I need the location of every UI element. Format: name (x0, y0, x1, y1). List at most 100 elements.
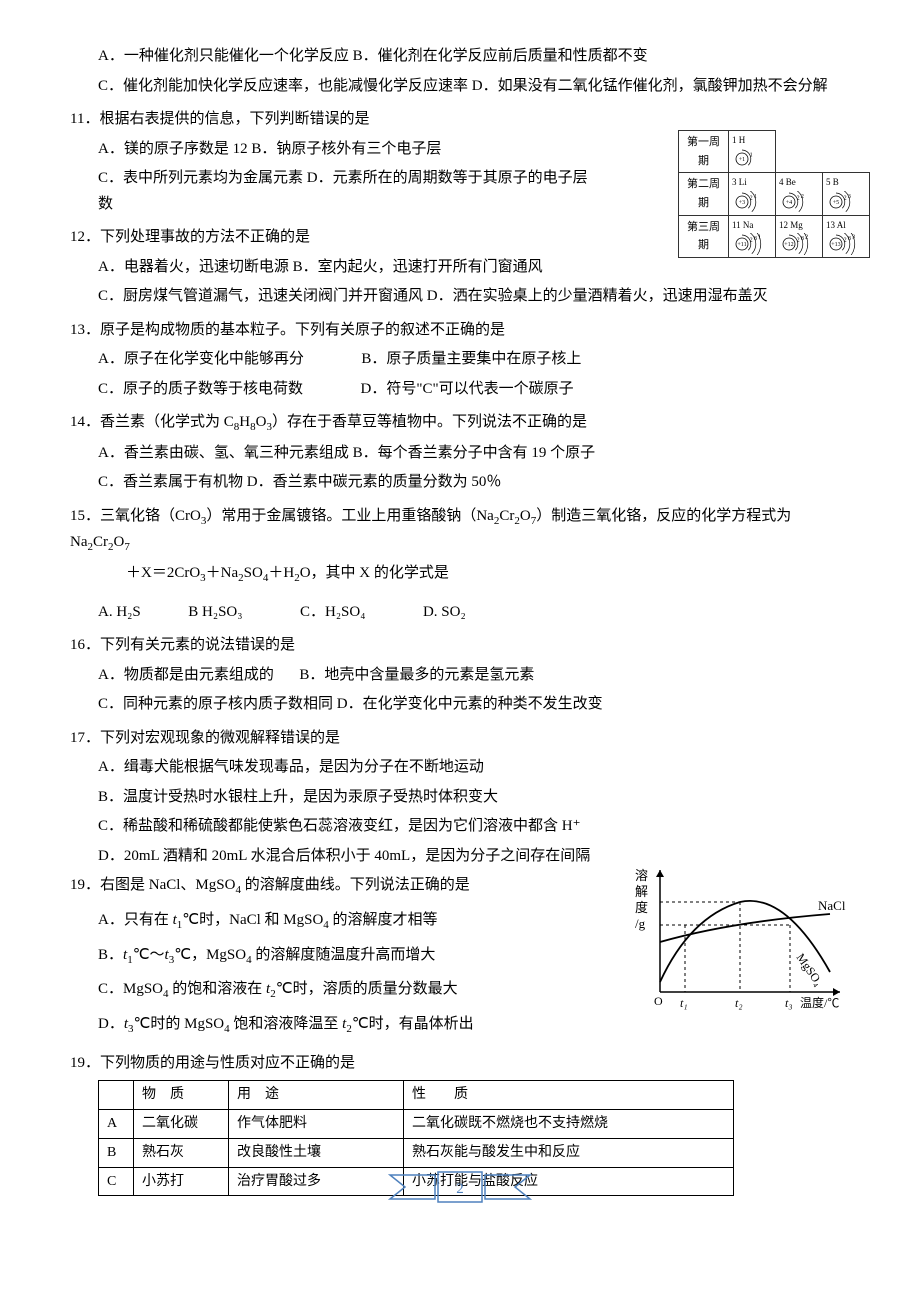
origin-label: O (654, 994, 663, 1008)
t: ＋X＝2CrO (126, 565, 200, 581)
svg-text:+11: +11 (737, 242, 746, 248)
nacl-label: NaCl (818, 898, 846, 913)
q13-opt-row1: A．原子在化学变化中能够再分 B．原子质量主要集中在原子核上 (70, 347, 850, 373)
page-footer: 2 (0, 1167, 920, 1217)
t: 饱和溶液降温至 (230, 1016, 343, 1032)
ylabel-3: 度 (635, 900, 648, 915)
svg-text:1: 1 (758, 234, 761, 240)
q14-stem: 14．香兰素（化学式为 C8H8O3）存在于香草豆等植物中。下列说法不正确的是 (70, 410, 850, 437)
t: B． (98, 947, 123, 963)
svg-text:2: 2 (844, 237, 847, 243)
xlabel: 温度/℃ (800, 995, 839, 1010)
svg-text:2: 2 (750, 195, 753, 201)
t: 的饱和溶液在 (169, 981, 267, 997)
table-cell: 作气体肥料 (229, 1109, 404, 1138)
table-cell: 二氧化碳 (134, 1109, 229, 1138)
svg-text:2: 2 (797, 237, 800, 243)
q13-opt-b: B．原子质量主要集中在原子核上 (361, 351, 581, 367)
q11-stem: 11．根据右表提供的信息，下列判断错误的是 (70, 107, 850, 133)
ylabel-4: /g (635, 916, 646, 931)
svg-text:8: 8 (754, 236, 757, 242)
q16-opt-b: B．地壳中含量最多的元素是氢元素 (299, 667, 534, 683)
t: ＋H (268, 565, 294, 581)
table-header: 用 途 (229, 1081, 404, 1110)
q15-stem-l2: ＋X＝2CrO3＋Na2SO4＋H2O，其中 X 的化学式是 (70, 561, 850, 588)
table-cell: 二氧化碳既不燃烧也不支持燃烧 (404, 1109, 734, 1138)
q13-opt-c: C．原子的质子数等于核电荷数 (98, 381, 303, 397)
q16-stem: 16．下列有关元素的说法错误的是 (70, 633, 850, 659)
t: A．只有在 (98, 912, 173, 928)
table-cell: 熟石灰 (134, 1138, 229, 1167)
table-header (99, 1081, 134, 1110)
period-label: 第三周期 (679, 215, 729, 257)
atom-cell: 12 Mg+12282 (776, 215, 823, 257)
q17-opt-c: C．稀盐酸和稀硫酸都能使紫色石蕊溶液变红，是因为它们溶液中都含 H⁺ (70, 814, 850, 840)
q13-opt-a: A．原子在化学变化中能够再分 (98, 351, 304, 367)
q16-opt-cd: C．同种元素的原子核内质子数相同 D．在化学变化中元素的种类不发生改变 (70, 692, 850, 718)
q13-stem: 13．原子是构成物质的基本粒子。下列有关原子的叙述不正确的是 (70, 318, 850, 344)
q17-stem: 17．下列对宏观现象的微观解释错误的是 (70, 726, 850, 752)
t: ℃时，溶质的质量分数最大 (276, 981, 458, 997)
t3-label: t₃ (785, 996, 793, 1010)
q19-stem: 19．下列物质的用途与性质对应不正确的是 (70, 1051, 850, 1077)
svg-text:8: 8 (848, 236, 851, 242)
q14-opt-cd: C．香兰素属于有机物 D．香兰素中碳元素的质量分数为 50％ (70, 470, 850, 496)
period-label: 第一周期 (679, 131, 729, 173)
t: ）常用于金属镀铬。工业上用重铬酸钠（Na (206, 508, 494, 524)
svg-text:2: 2 (805, 234, 808, 240)
q16-opt-a: A．物质都是由元素组成的 (98, 667, 274, 683)
period-label: 第二周期 (679, 173, 729, 215)
y-arrow-icon (656, 870, 664, 877)
ylabel-1: 溶 (635, 868, 648, 883)
svg-text:1: 1 (750, 153, 753, 159)
t: 的溶解度曲线。下列说法正确的是 (241, 877, 470, 893)
q13-opt-row2: C．原子的质子数等于核电荷数 D．符号"C"可以代表一个碳原子 (70, 377, 850, 403)
atom-cell: 5 B+523 (823, 173, 870, 215)
svg-text:2: 2 (844, 195, 847, 201)
t: ℃时的 MgSO (134, 1016, 225, 1032)
svg-text:3: 3 (848, 193, 851, 199)
q15-opt-d: D. SO₂ (423, 604, 466, 620)
svg-text:2: 2 (801, 193, 804, 199)
table-header: 性 质 (404, 1081, 734, 1110)
q13-opt-d: D．符号"C"可以代表一个碳原子 (361, 381, 574, 397)
table-cell: 改良酸性土壤 (229, 1138, 404, 1167)
ylabel-2: 解 (635, 884, 648, 899)
q16-opt-row1: A．物质都是由元素组成的 B．地壳中含量最多的元素是氢元素 (70, 663, 850, 689)
t1-label: t₁ (680, 996, 688, 1010)
table-cell: B (99, 1138, 134, 1167)
q17-opt-a: A．缉毒犬能根据气味发现毒品，是因为分子在不断地运动 (70, 755, 850, 781)
t: 的溶解度才相等 (329, 912, 438, 928)
q15-opt-c: C．H₂SO₄ (300, 604, 365, 620)
q14-opt-ab: A．香兰素由碳、氢、氧三种元素组成 B．每个香兰素分子中含有 19 个原子 (70, 441, 850, 467)
t: ℃时，有晶体析出 (352, 1016, 474, 1032)
q15-stem-l1: 15．三氧化铬（CrO3）常用于金属镀铬。工业上用重铬酸钠（Na2Cr2O7）制… (70, 504, 850, 557)
svg-text:+13: +13 (831, 242, 840, 248)
q15-opts: A. H₂S B H₂SO₃ C．H₂SO₄ D. SO₂ (70, 600, 850, 626)
q10-opt-cd: C．催化剂能加快化学反应速率，也能减慢化学反应速率 D．如果没有二氧化锰作催化剂… (70, 74, 850, 100)
q12-opt-ab: A．电器着火，迅速切断电源 B．室内起火，迅速打开所有门窗通风 (70, 255, 850, 281)
q14-stem-b: ）存在于香草豆等植物中。下列说法不正确的是 (272, 414, 587, 430)
atom-cell: 13 Al+13283 (823, 215, 870, 257)
atom-cell: 11 Na+11281 (729, 215, 776, 257)
t: D． (98, 1016, 124, 1032)
svg-text:+12: +12 (784, 242, 793, 248)
periodic-table: 第一周期1 H+11第二周期3 Li+3214 Be+4225 B+523第三周… (678, 130, 870, 258)
chart-svg: 溶 解 度 /g O NaCl MgSO₄ t₁ t₂ t₃ 温度/℃ (630, 862, 860, 1022)
t: 15．三氧化铬（CrO (70, 508, 201, 524)
t2-label: t₂ (735, 996, 743, 1010)
svg-text:1: 1 (754, 193, 757, 199)
t: 的溶解度随温度升高而增大 (252, 947, 436, 963)
t: 19．右图是 NaCl、MgSO (70, 877, 235, 893)
t: ℃时，NaCl 和 MgSO (182, 912, 323, 928)
solubility-chart: 溶 解 度 /g O NaCl MgSO₄ t₁ t₂ t₃ 温度/℃ (630, 862, 860, 1022)
atom-cell: 1 H+11 (729, 131, 776, 173)
svg-text:2: 2 (797, 195, 800, 201)
t: ℃～ (133, 947, 165, 963)
q17-opt-b: B．温度计受热时水银柱上升，是因为汞原子受热时体积变大 (70, 785, 850, 811)
t: ＋Na (206, 565, 239, 581)
q14-stem-a: 14．香兰素（化学式为 C (70, 414, 234, 430)
q12-opt-cd: C．厨房煤气管道漏气，迅速关闭阀门并开窗通风 D．洒在实验桌上的少量酒精着火，迅… (70, 284, 850, 310)
svg-text:8: 8 (801, 236, 804, 242)
q15-opt-b: B H₂SO₃ (188, 604, 242, 620)
